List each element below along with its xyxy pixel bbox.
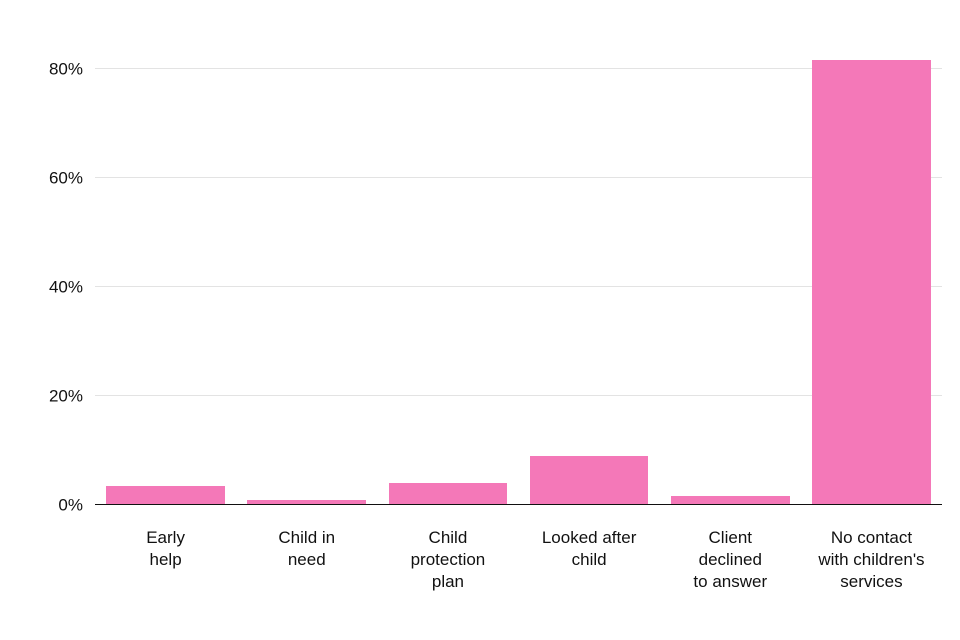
plot-area: 0% 20% 40% 60% 80%: [49, 14, 942, 514]
bar-slot: [519, 14, 660, 505]
bar-slot: [95, 14, 236, 505]
bar-client-declined-to-answer: [670, 495, 790, 505]
bar-child-in-need: [247, 499, 367, 505]
x-axis-line: [95, 503, 942, 505]
gridline: [95, 176, 942, 178]
x-axis: Early help Child in need Child protection …: [95, 527, 942, 593]
x-tick-label: Child protection plan: [410, 528, 486, 591]
x-tick-label: No contact with children's services: [818, 528, 925, 591]
bars-row: [95, 14, 942, 505]
x-tick-label: Looked after child: [541, 528, 637, 569]
gridline: [95, 394, 942, 396]
bar-slot: [801, 14, 942, 505]
y-tick-label: 60%: [48, 168, 83, 188]
gridline: [95, 285, 942, 287]
x-tick-label: Early help: [146, 528, 185, 569]
bar-early-help: [106, 485, 225, 505]
bar-slot: [377, 14, 518, 505]
bar-no-contact-with-children-s-services: [812, 60, 931, 505]
bar-slot: [660, 14, 801, 505]
gridline: [95, 67, 942, 69]
x-tick-label: Client declined to answer: [693, 528, 768, 591]
y-tick-label: 20%: [48, 386, 83, 406]
bar-looked-after-child: [529, 455, 649, 505]
x-tick-label: Child in need: [278, 528, 336, 569]
bar-child-protection-plan: [388, 483, 508, 505]
y-tick-label: 80%: [48, 59, 83, 79]
y-tick-label: 40%: [48, 277, 83, 297]
y-tick-label: 0%: [58, 495, 83, 515]
bar-slot: [236, 14, 377, 505]
